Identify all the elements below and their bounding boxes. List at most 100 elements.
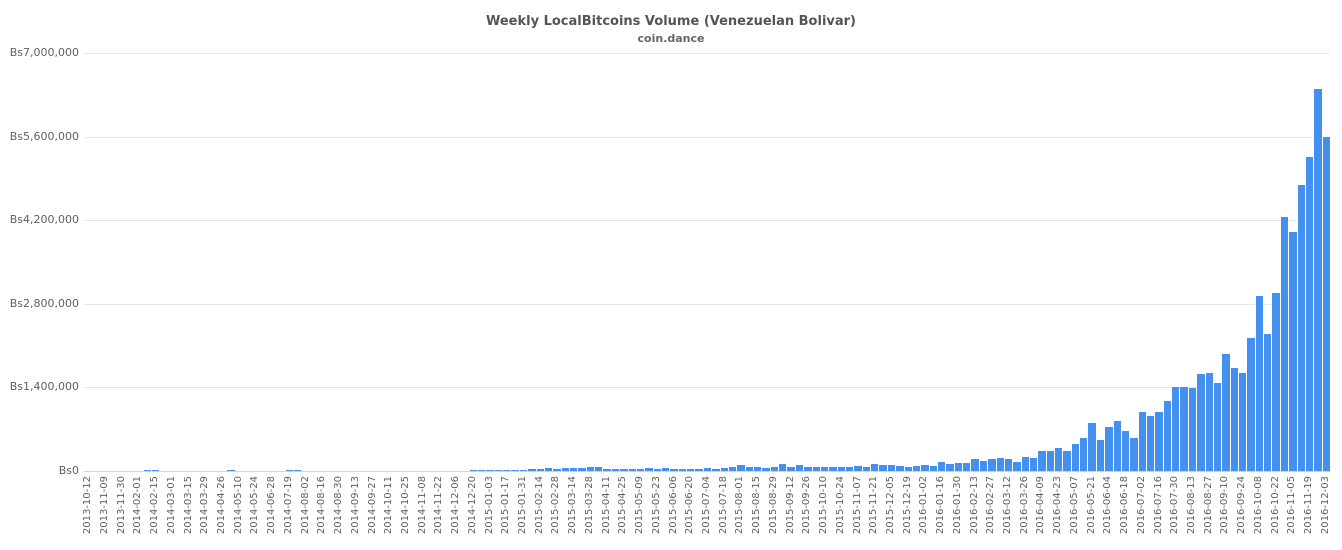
bar[interactable] xyxy=(585,466,595,471)
bar[interactable] xyxy=(569,467,578,471)
bar[interactable] xyxy=(1112,420,1121,471)
bar[interactable] xyxy=(778,464,787,471)
bar[interactable] xyxy=(468,470,478,471)
bar[interactable] xyxy=(652,469,661,471)
bar[interactable] xyxy=(1179,387,1188,471)
bar[interactable] xyxy=(293,470,302,471)
bar[interactable] xyxy=(1196,374,1205,471)
bar[interactable] xyxy=(502,469,511,471)
bar[interactable] xyxy=(819,467,829,471)
bar[interactable] xyxy=(861,467,871,471)
bar[interactable] xyxy=(527,468,536,471)
bar[interactable] xyxy=(1238,373,1247,471)
bar[interactable] xyxy=(711,468,720,471)
bar[interactable] xyxy=(945,463,954,471)
bar[interactable] xyxy=(828,467,837,471)
bar[interactable] xyxy=(142,470,151,471)
bar[interactable] xyxy=(1054,447,1063,471)
bar[interactable] xyxy=(978,461,988,471)
bar[interactable] xyxy=(953,462,963,471)
bar[interactable] xyxy=(535,468,544,471)
bar[interactable] xyxy=(995,457,1004,471)
bar[interactable] xyxy=(895,465,904,471)
bar[interactable] xyxy=(677,469,687,471)
bar[interactable] xyxy=(1120,431,1130,471)
bar[interactable] xyxy=(543,468,553,471)
bar[interactable] xyxy=(962,462,971,471)
bar[interactable] xyxy=(736,465,745,471)
bar[interactable] xyxy=(284,470,294,471)
bar[interactable] xyxy=(1028,457,1038,471)
bar[interactable] xyxy=(761,468,770,471)
bar[interactable] xyxy=(844,466,854,471)
bar[interactable] xyxy=(1221,353,1230,471)
bar[interactable] xyxy=(627,468,636,471)
bar[interactable] xyxy=(878,464,887,471)
bar[interactable] xyxy=(903,466,912,471)
bar[interactable] xyxy=(619,469,628,471)
bar[interactable] xyxy=(1229,368,1238,471)
bar[interactable] xyxy=(702,468,712,471)
bar[interactable] xyxy=(1012,462,1021,471)
bar[interactable] xyxy=(669,469,678,471)
bar[interactable] xyxy=(1070,443,1080,471)
bar[interactable] xyxy=(1087,423,1096,471)
bar[interactable] xyxy=(661,468,670,471)
bar[interactable] xyxy=(752,467,762,471)
bar[interactable] xyxy=(1204,373,1213,471)
bar[interactable] xyxy=(1279,217,1289,471)
bar[interactable] xyxy=(477,470,486,471)
bar[interactable] xyxy=(928,465,937,471)
bar[interactable] xyxy=(727,466,737,471)
bar[interactable] xyxy=(1020,457,1029,471)
bar[interactable] xyxy=(1254,295,1264,471)
bar[interactable] xyxy=(1246,338,1255,471)
bar[interactable] xyxy=(493,470,503,471)
bar[interactable] xyxy=(1263,334,1272,471)
bar[interactable] xyxy=(886,464,896,471)
bar[interactable] xyxy=(936,462,946,471)
bar[interactable] xyxy=(1271,293,1280,471)
bar[interactable] xyxy=(560,468,570,471)
bar[interactable] xyxy=(1313,88,1322,471)
bar[interactable] xyxy=(1104,426,1113,471)
bar[interactable] xyxy=(920,464,929,471)
bar[interactable] xyxy=(1146,416,1155,471)
bar[interactable] xyxy=(686,469,695,471)
bar[interactable] xyxy=(987,459,996,471)
bar[interactable] xyxy=(1129,438,1138,471)
bar[interactable] xyxy=(911,465,921,471)
bar[interactable] xyxy=(719,467,728,471)
bar[interactable] xyxy=(1037,451,1046,471)
bar[interactable] xyxy=(1137,412,1147,471)
bar[interactable] xyxy=(1095,439,1105,471)
bar[interactable] xyxy=(1154,412,1163,471)
bar[interactable] xyxy=(226,470,235,471)
bar[interactable] xyxy=(518,469,528,471)
bar[interactable] xyxy=(1003,459,1013,471)
bar[interactable] xyxy=(803,467,812,471)
bar[interactable] xyxy=(870,464,879,471)
bar[interactable] xyxy=(1171,387,1180,471)
bar[interactable] xyxy=(552,468,561,471)
bar[interactable] xyxy=(485,470,494,471)
bar[interactable] xyxy=(786,467,795,471)
bar[interactable] xyxy=(811,467,820,471)
bar[interactable] xyxy=(635,468,645,471)
bar[interactable] xyxy=(744,466,753,471)
bar[interactable] xyxy=(577,468,586,471)
bar[interactable] xyxy=(1296,184,1305,471)
bar[interactable] xyxy=(794,465,804,471)
bar[interactable] xyxy=(853,465,862,471)
bar[interactable] xyxy=(1062,451,1071,471)
bar[interactable] xyxy=(1045,451,1055,471)
bar[interactable] xyxy=(594,467,603,471)
bar[interactable] xyxy=(1162,400,1172,471)
bar[interactable] xyxy=(694,469,703,471)
bar[interactable] xyxy=(1187,388,1197,471)
bar[interactable] xyxy=(836,466,845,471)
bar[interactable] xyxy=(1321,136,1330,471)
bar[interactable] xyxy=(510,469,519,471)
bar[interactable] xyxy=(602,468,611,471)
bar[interactable] xyxy=(644,468,653,471)
